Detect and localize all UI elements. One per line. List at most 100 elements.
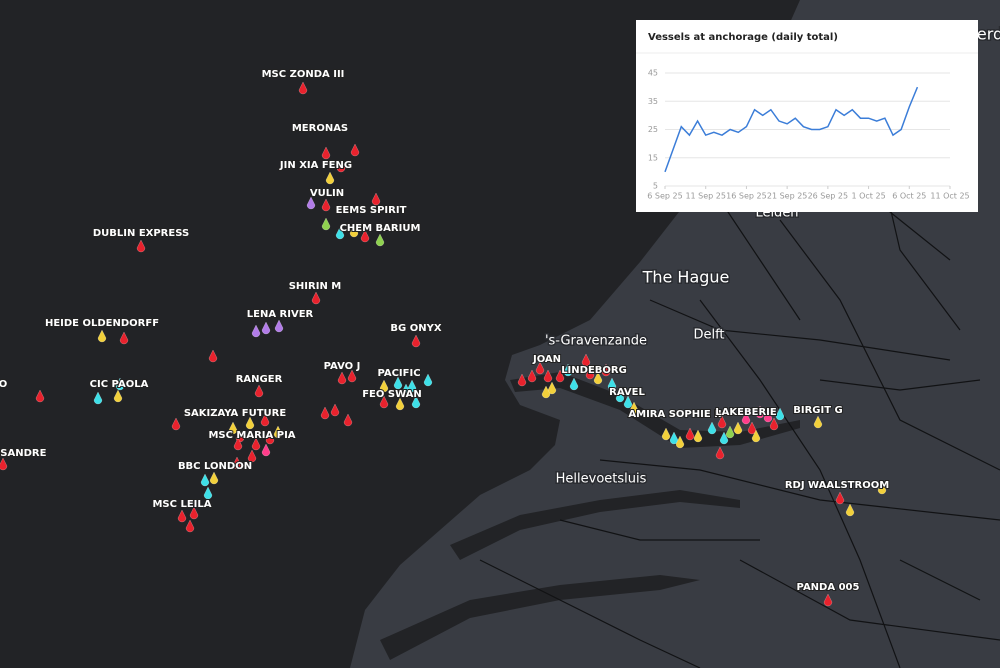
vessel-marker [115, 377, 125, 391]
vessel-marker [261, 321, 271, 335]
vessel-label: BBC LONDON [178, 461, 252, 472]
vessel-marker [189, 506, 199, 520]
vessel-marker [325, 171, 335, 185]
vessel-marker [185, 519, 195, 533]
vessel-marker [407, 379, 417, 393]
vessel-marker [0, 457, 8, 471]
vessel-marker [119, 331, 129, 345]
vessel-marker [251, 437, 261, 451]
vessel-marker [411, 395, 421, 409]
vessel-marker [543, 369, 553, 383]
vessel-marker [298, 81, 308, 95]
vessel-marker [823, 593, 833, 607]
vessel-marker [569, 377, 579, 391]
vessel-marker [685, 427, 695, 441]
vessel-marker [835, 491, 845, 505]
vessel-marker [845, 503, 855, 517]
vessel-marker [177, 509, 187, 523]
vessel-label: SHIRIN M [289, 281, 342, 292]
vessel-marker [423, 373, 433, 387]
vessel-label: O [0, 379, 7, 390]
vessel-marker [535, 361, 545, 375]
vessel-marker [200, 473, 210, 487]
data-line [664, 86, 919, 173]
vessel-marker [337, 371, 347, 385]
x-tick-label: 6 Oct 25 [892, 192, 926, 201]
vessel-marker [350, 143, 360, 157]
vessel-marker [661, 427, 671, 441]
vessel-label: CIC PAOLA [90, 379, 149, 390]
place-label: 's-Gravenzande [545, 334, 647, 349]
vessel-label: RDJ WAALSTROOM [785, 480, 889, 491]
chart-panel: Vessels at anchorage (daily total) 5 15 25… [636, 20, 978, 212]
vessel-label: JIN XIA FENG [279, 160, 352, 171]
place-label: Hellevoetsluis [556, 472, 647, 487]
vessel-marker [35, 389, 45, 403]
vessel-marker [751, 429, 761, 443]
vessel-marker [320, 406, 330, 420]
vessel-marker [877, 481, 887, 495]
vessel-marker [715, 446, 725, 460]
vessel-label: BG ONYX [390, 323, 441, 334]
x-tick-label: 16 Sep 25 [726, 192, 767, 201]
vessel-marker [693, 429, 703, 443]
vessel-marker [171, 417, 181, 431]
vessel-marker [321, 146, 331, 160]
vessel-marker [555, 369, 565, 383]
road [479, 119, 1000, 668]
vessel-marker [232, 456, 242, 470]
vessel-marker [245, 416, 255, 430]
place-label: Delft [693, 328, 724, 343]
vessel-marker [360, 229, 370, 243]
vessel-label: CHEM BARIUM [340, 223, 421, 234]
road [559, 179, 981, 601]
vessel-marker [395, 397, 405, 411]
vessel-label: AMIRA SOPHIE II [628, 409, 721, 420]
vessel-marker [563, 363, 573, 377]
vessel-marker [527, 369, 537, 383]
vessel-marker [733, 421, 743, 435]
vessel-marker [371, 192, 381, 206]
vessel-marker [725, 425, 735, 439]
vessel-marker [585, 366, 595, 380]
place-label: The Hague [642, 268, 730, 287]
vessel-label: JOAN [532, 354, 561, 365]
vessel-marker [379, 379, 389, 393]
x-tick-label: 21 Sep 25 [767, 192, 808, 201]
river [450, 490, 740, 560]
vessel-label: LENA RIVER [247, 309, 314, 320]
vessel-marker [265, 431, 275, 445]
vessel-label: BIRGIT G [793, 405, 842, 416]
vessel-marker [541, 385, 551, 399]
vessel-label: RAVEL [609, 387, 645, 398]
vessel-marker [306, 196, 316, 210]
x-tick-label: 26 Sep 25 [808, 192, 849, 201]
vessel-marker [379, 395, 389, 409]
vessel-marker [336, 159, 346, 173]
vessel-marker [113, 389, 123, 403]
y-tick-label: 45 [648, 69, 658, 78]
vessel-marker [347, 369, 357, 383]
vessel-marker [615, 389, 625, 403]
vessel-label: MSC MARIA PIA [208, 430, 295, 441]
vessel-marker [623, 395, 633, 409]
vessel-marker [629, 401, 639, 415]
vessel-marker [93, 391, 103, 405]
vessel-marker [763, 409, 773, 423]
vessel-marker [209, 471, 219, 485]
vessel-label: LINDEBORG [561, 365, 627, 376]
vessel-marker [593, 371, 603, 385]
y-tick-label: 35 [648, 97, 658, 106]
x-tick-label: 1 Oct 25 [851, 192, 885, 201]
vessel-label: PACIFIC [377, 368, 420, 379]
y-tick-label: 25 [648, 125, 658, 134]
vessel-marker [717, 415, 727, 429]
vessel-marker [247, 449, 257, 463]
chart-background [636, 20, 978, 212]
vessel-marker [349, 224, 359, 238]
y-tick-label: 15 [648, 153, 658, 162]
x-tick-label: 11 Sep 25 [685, 192, 726, 201]
vessel-label: MSC LEILA [152, 499, 211, 510]
vessel-marker [401, 383, 411, 397]
